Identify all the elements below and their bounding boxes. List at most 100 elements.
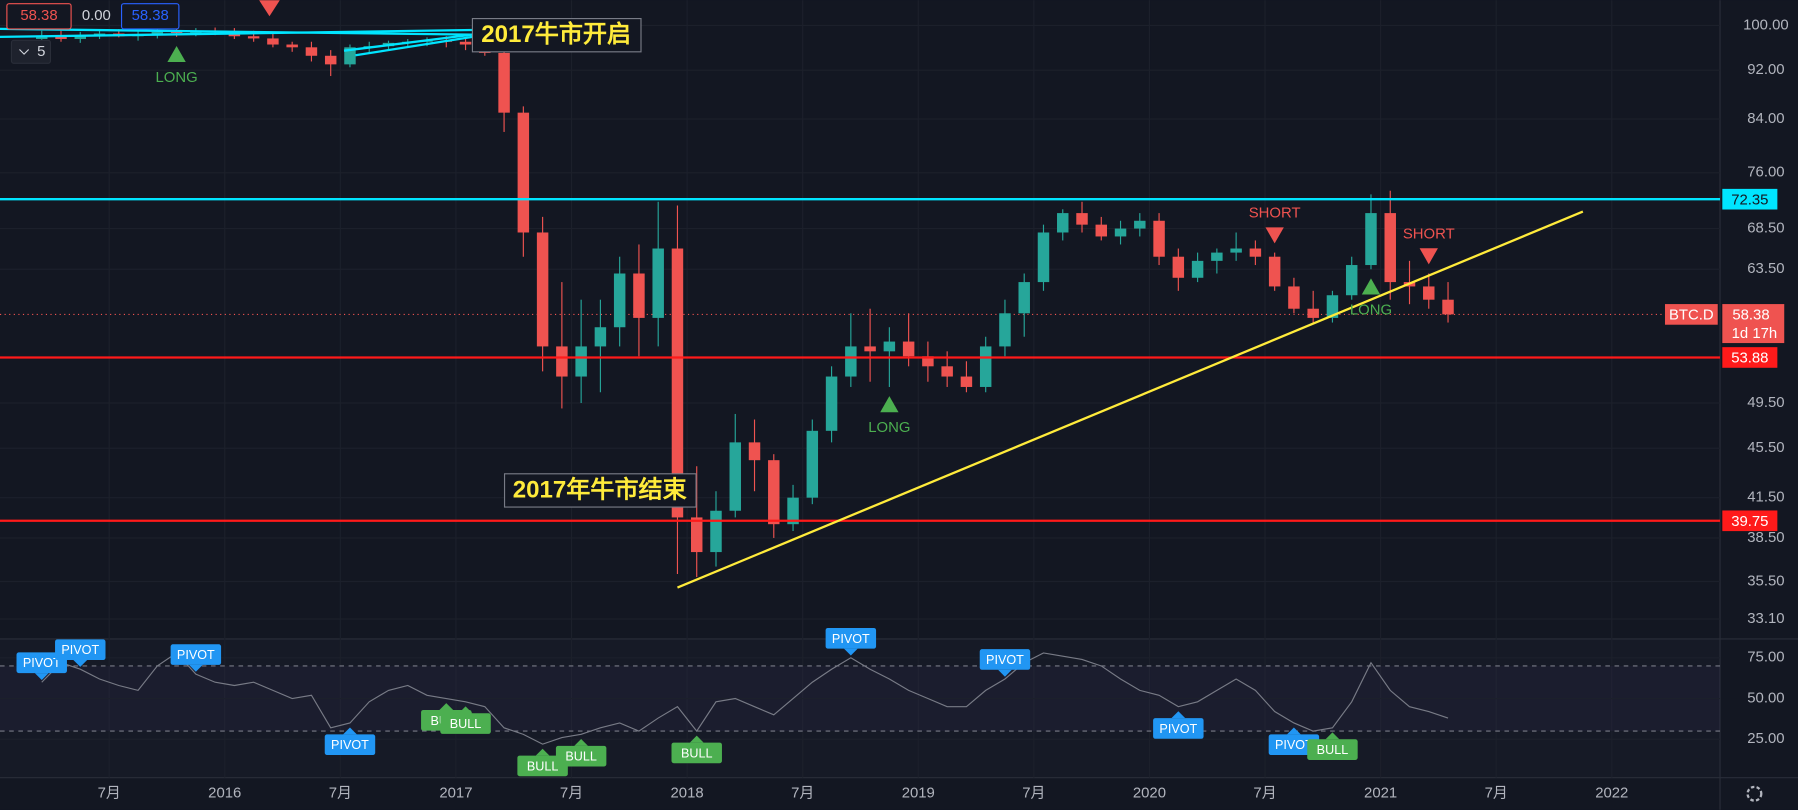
short-arrow [259, 0, 280, 17]
countdown: 1d 17h [1732, 326, 1778, 342]
candle-body [1268, 256, 1281, 287]
candle-body [1172, 256, 1185, 278]
long-arrow [880, 396, 899, 413]
rsi-signal-label: PIVOT [832, 632, 870, 646]
annotation: 2017年牛市结束 [513, 475, 688, 503]
rsi-signal-pointer [689, 735, 704, 743]
candle-body [768, 460, 780, 525]
rsi-signal-pointer [1171, 711, 1186, 719]
x-tick-label: 2020 [1133, 786, 1166, 802]
candle-body [1114, 228, 1127, 237]
candle-body [74, 35, 87, 39]
rsi-signal-box [979, 649, 1031, 670]
short-arrow [1265, 227, 1284, 244]
last-value: 58.38 [1732, 307, 1769, 323]
fan-lines [0, 27, 473, 57]
trendline [677, 210, 1584, 589]
candle-body [1191, 260, 1204, 278]
rsi-signal-pointer [188, 664, 203, 672]
y-tick-label: 68.50 [1747, 220, 1784, 236]
rsi-signal-box [517, 755, 568, 777]
rsi-signal-label: BULL [565, 750, 597, 764]
y-tick-label: 76.00 [1747, 165, 1784, 181]
rsi-signal-box [1268, 734, 1320, 756]
candle-body [613, 273, 626, 328]
candle-body [1018, 282, 1030, 314]
rsi-signal-box [671, 742, 722, 764]
settings-icon[interactable] [1746, 785, 1763, 802]
rsi-signal-box [16, 652, 67, 674]
x-tick-label: 2018 [671, 786, 704, 802]
rsi-signal-label: PIVOT [986, 653, 1024, 667]
x-tick-label: 2022 [1595, 786, 1628, 802]
x-tick-label: 2019 [902, 786, 935, 802]
rsi-signal-box [324, 734, 376, 756]
rsi-signal-pointer [574, 738, 589, 746]
rsi-signal-label: BULL [450, 717, 482, 731]
candle-body [556, 346, 568, 377]
rsi-signal-box [170, 644, 222, 665]
chevron [19, 49, 30, 55]
x-tick-label: 7月 [98, 786, 121, 802]
candle-body [979, 346, 992, 387]
rsi-panel [0, 638, 1721, 778]
rsi-line [41, 652, 1449, 745]
collapse-count[interactable]: 5 [37, 44, 45, 60]
rsi-signal-pointer [439, 703, 454, 710]
rsi-signal-label: BULL [1317, 743, 1349, 757]
x-tick-label: 2017 [439, 786, 472, 802]
rsi-signal-pointer [535, 748, 550, 756]
candle-body [1095, 224, 1108, 237]
candle-body [748, 442, 761, 461]
candle-body [305, 47, 318, 56]
rsi-signal-pointer [458, 706, 473, 714]
signal-label: SHORT [1403, 226, 1455, 242]
candle-body [575, 346, 587, 377]
y-tick-label: 100.00 [1743, 17, 1789, 33]
collapse-button[interactable] [10, 39, 52, 64]
candle-body [286, 44, 298, 48]
candle-body [1307, 308, 1319, 318]
candle-body [999, 313, 1011, 347]
rsi-signal-box [1153, 718, 1204, 739]
rsi-signal-label: PIVOT [1275, 738, 1313, 752]
candle-body [1423, 286, 1435, 300]
header-value: 58.38 [20, 8, 57, 24]
rsi-signal-label: PIVOT [1159, 722, 1197, 736]
x-tick-label: 2016 [208, 786, 241, 802]
candle-body [1249, 248, 1262, 257]
candle-body [1057, 213, 1069, 233]
candle-body [1442, 299, 1454, 315]
x-tick-label: 2021 [1364, 786, 1397, 802]
candle-body [902, 341, 915, 357]
rsi-signal-pointer [343, 727, 357, 735]
candle-body [536, 232, 549, 347]
candle-body [729, 442, 741, 511]
rsi-tick-label: 75.00 [1747, 650, 1784, 666]
rsi-signal-box [825, 628, 877, 649]
fan-line [0, 28, 473, 39]
x-tick-label: 7月 [1253, 786, 1276, 802]
annotation-box [503, 473, 697, 508]
rsi-signal-box [555, 745, 607, 767]
annotation-box [471, 17, 642, 53]
candle-body [1384, 213, 1396, 283]
signal-label: LONG [1350, 302, 1392, 318]
level-label: 53.88 [1731, 351, 1768, 367]
candle-body [267, 38, 279, 45]
rsi-signal-pointer [73, 660, 88, 667]
candle-body [170, 31, 183, 34]
candle-body [594, 327, 607, 347]
rsi-signal-pointer [998, 669, 1012, 677]
last-tag [1722, 304, 1785, 344]
rsi-signal-label: BULL [681, 746, 713, 760]
candle-body [652, 248, 664, 318]
header-value: 58.38 [132, 8, 169, 24]
candle-body [825, 376, 838, 431]
candle-body [922, 356, 934, 367]
y-tick-label: 45.50 [1747, 440, 1784, 456]
candle-body [1211, 252, 1223, 261]
candle-body [55, 36, 67, 39]
level-tag [1722, 188, 1778, 210]
